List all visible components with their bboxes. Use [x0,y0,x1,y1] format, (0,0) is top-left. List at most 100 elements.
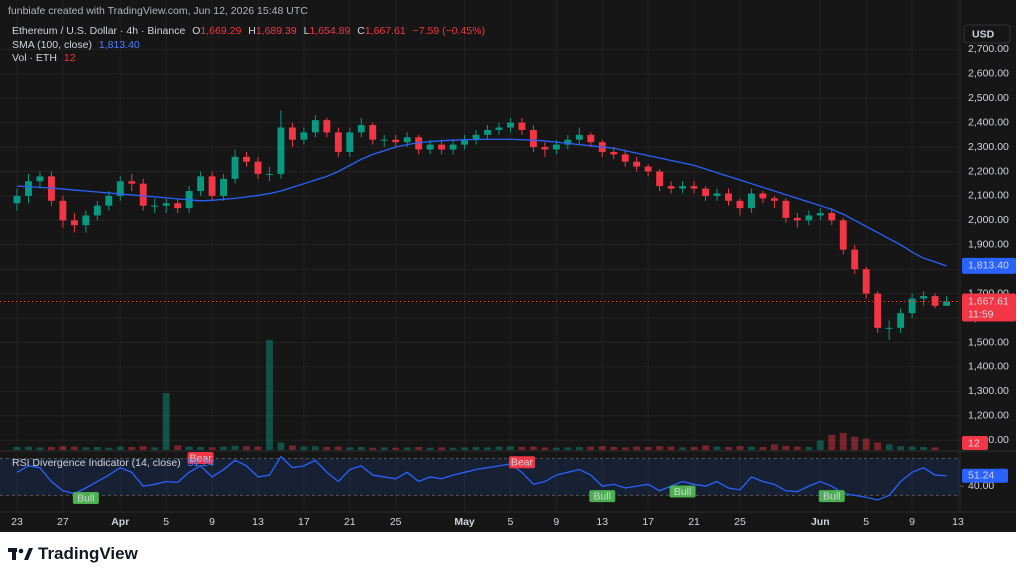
candle-body [357,125,365,133]
sma-price-box [962,257,1016,274]
candle-body [380,139,388,141]
candle-body [300,132,308,140]
volume-bar [839,432,847,450]
volume-bar [725,446,732,450]
volume-bar [874,442,882,450]
signal-box [818,490,845,503]
volume-bar [472,446,480,450]
rsi-band-fill [0,458,960,496]
volume-bar [128,446,136,450]
candle-body [541,147,549,150]
candle-body [25,181,32,196]
candle-body [507,122,514,128]
candle-body [552,144,560,150]
y-tick-label: 1,300.00 [968,385,1009,397]
y-tick-label: 2,200.00 [968,165,1009,177]
ohlc-key: H [248,25,256,37]
volume-value-box [962,436,988,450]
candle-body [220,178,228,196]
volume-bar [231,445,239,450]
x-tick-label: 5 [508,516,514,528]
x-tick-label: 9 [553,516,559,528]
x-tick-label: 21 [688,516,700,528]
signal-box [187,452,214,464]
candle-body [943,301,950,306]
volume-bar [426,447,434,450]
candle-body [621,154,629,162]
ohlc-key: O [192,25,201,37]
signal-label: Bull [823,490,841,502]
signal-label: Bull [593,490,611,502]
candle-body [151,205,159,207]
candle-body [747,193,755,209]
y-tick-label: 2,500.00 [968,92,1009,104]
volume-bar [529,446,537,450]
volume-bar [82,447,90,450]
volume-bar [805,446,813,450]
candle-body [667,186,675,189]
candle-body [323,120,331,133]
footer: TradingView [8,544,138,564]
ohlc-item: C1,667.61 [357,25,405,37]
volume-bar [679,447,687,450]
volume-bar [220,446,228,450]
volume-bar [770,444,778,450]
volume-bar [197,446,205,450]
logo-icon [8,548,33,560]
volume-bar [828,434,836,450]
candle-body [518,122,526,130]
candle-body [484,129,491,135]
ohlc-item: H1,689.39 [248,25,296,37]
candle-body [885,327,893,329]
volume-bar [541,447,549,450]
rsi-line [16,455,947,501]
candle-body [208,176,216,196]
candle-body [759,193,767,199]
signal-box [72,492,99,504]
volume-bar [403,447,411,450]
candle-body [828,213,836,221]
volume-bar [254,446,262,450]
brand: TradingView [38,544,138,563]
volume-bar [311,446,319,450]
x-tick-label: 5 [863,516,869,528]
volume-bar [392,447,400,450]
candle-body [782,200,790,218]
candle-body [128,181,136,184]
volume-bar [656,446,664,450]
x-tick-label: 25 [734,516,746,528]
candle-body [575,134,583,140]
volume-bar [449,447,457,450]
y-tick-label: 1,200.00 [968,410,1009,422]
candle-body [13,195,21,204]
x-tick-label: 9 [209,516,215,528]
candle-body [254,161,262,174]
last-price-label: 1,667.61 [968,295,1009,307]
volume-bar [277,442,285,450]
candle-body [334,132,342,152]
volume-bar [93,446,101,450]
candle-body [908,298,916,314]
signal-label: Bear [511,457,534,469]
candle-body [725,193,732,201]
volume-value: 12 [63,52,76,64]
candle-body [461,139,468,145]
candle-body [162,203,170,206]
volume-bar [139,446,147,450]
candle-body [231,156,239,179]
candle-body [70,220,78,226]
candle-body [816,213,824,216]
signal-box [508,456,535,469]
candle-body [862,269,870,294]
volume-bar [369,447,377,450]
volume-bar [598,446,606,450]
candle-body [116,181,124,196]
last-price-box [962,293,1016,322]
signal-label: Bull [674,486,692,498]
rsi-value: 51.24 [187,457,214,469]
ohlc-value: 1,667.61 [364,25,406,37]
volume-bar [702,445,709,450]
volume-bar [288,445,296,450]
candle-body [392,139,400,143]
chart: 1,100.001,200.001,300.001,400.001,500.00… [0,0,1016,532]
